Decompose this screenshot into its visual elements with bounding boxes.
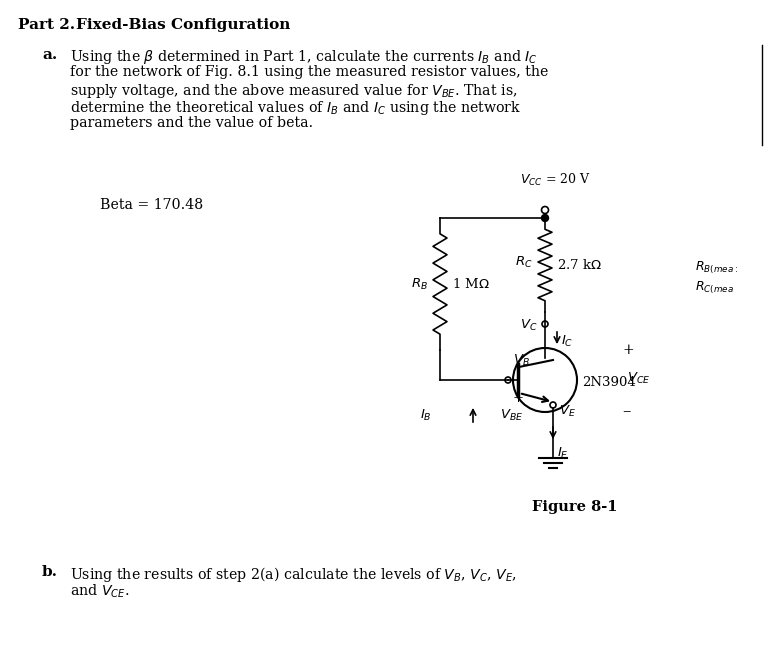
Text: $I_B$: $I_B$ <box>420 408 432 422</box>
Text: $V_B$: $V_B$ <box>513 353 530 368</box>
Text: for the network of Fig. 8.1 using the measured resistor values, the: for the network of Fig. 8.1 using the me… <box>70 65 548 79</box>
Text: Using the $\beta$ determined in Part 1, calculate the currents $I_B$ and $I_C$: Using the $\beta$ determined in Part 1, … <box>70 48 537 66</box>
Circle shape <box>541 215 548 221</box>
Text: Fixed-Bias Configuration: Fixed-Bias Configuration <box>76 18 290 32</box>
Text: parameters and the value of beta.: parameters and the value of beta. <box>70 116 313 130</box>
Text: 2.7 k$\Omega$: 2.7 k$\Omega$ <box>557 258 602 272</box>
Text: $V_{CE}$: $V_{CE}$ <box>627 371 650 386</box>
Text: and $V_{CE}$.: and $V_{CE}$. <box>70 583 130 600</box>
Text: Figure 8-1: Figure 8-1 <box>532 500 618 514</box>
Text: $V_E$: $V_E$ <box>559 404 576 419</box>
Text: –: – <box>622 404 631 421</box>
Text: $R_{C(mea}$: $R_{C(mea}$ <box>695 280 734 297</box>
Text: Part 2.: Part 2. <box>18 18 75 32</box>
Text: 2N3904: 2N3904 <box>582 376 636 389</box>
Text: b.: b. <box>42 565 58 579</box>
Text: Using the results of step 2(a) calculate the levels of $V_B$, $V_C$, $V_E$,: Using the results of step 2(a) calculate… <box>70 565 517 584</box>
Text: $R_{B(mea:}$: $R_{B(mea:}$ <box>695 260 738 276</box>
Text: a.: a. <box>42 48 57 62</box>
Text: $R_B$: $R_B$ <box>411 276 428 291</box>
Text: $V_C$: $V_C$ <box>520 317 537 332</box>
Text: $I_E$: $I_E$ <box>557 446 569 461</box>
Text: $I_C$: $I_C$ <box>561 334 574 349</box>
Text: supply voltage, and the above measured value for $V_{BE}$. That is,: supply voltage, and the above measured v… <box>70 82 517 100</box>
Text: $V_{CC}$ = 20 V: $V_{CC}$ = 20 V <box>520 172 591 188</box>
Text: 1 M$\Omega$: 1 M$\Omega$ <box>452 277 489 291</box>
Text: Beta = 170.48: Beta = 170.48 <box>100 198 203 212</box>
Text: +: + <box>622 343 634 357</box>
Text: $R_C$: $R_C$ <box>516 254 533 269</box>
Text: $V_{BE}$: $V_{BE}$ <box>500 408 523 423</box>
Text: +: + <box>513 392 524 405</box>
Text: determine the theoretical values of $I_B$ and $I_C$ using the network: determine the theoretical values of $I_B… <box>70 99 521 117</box>
